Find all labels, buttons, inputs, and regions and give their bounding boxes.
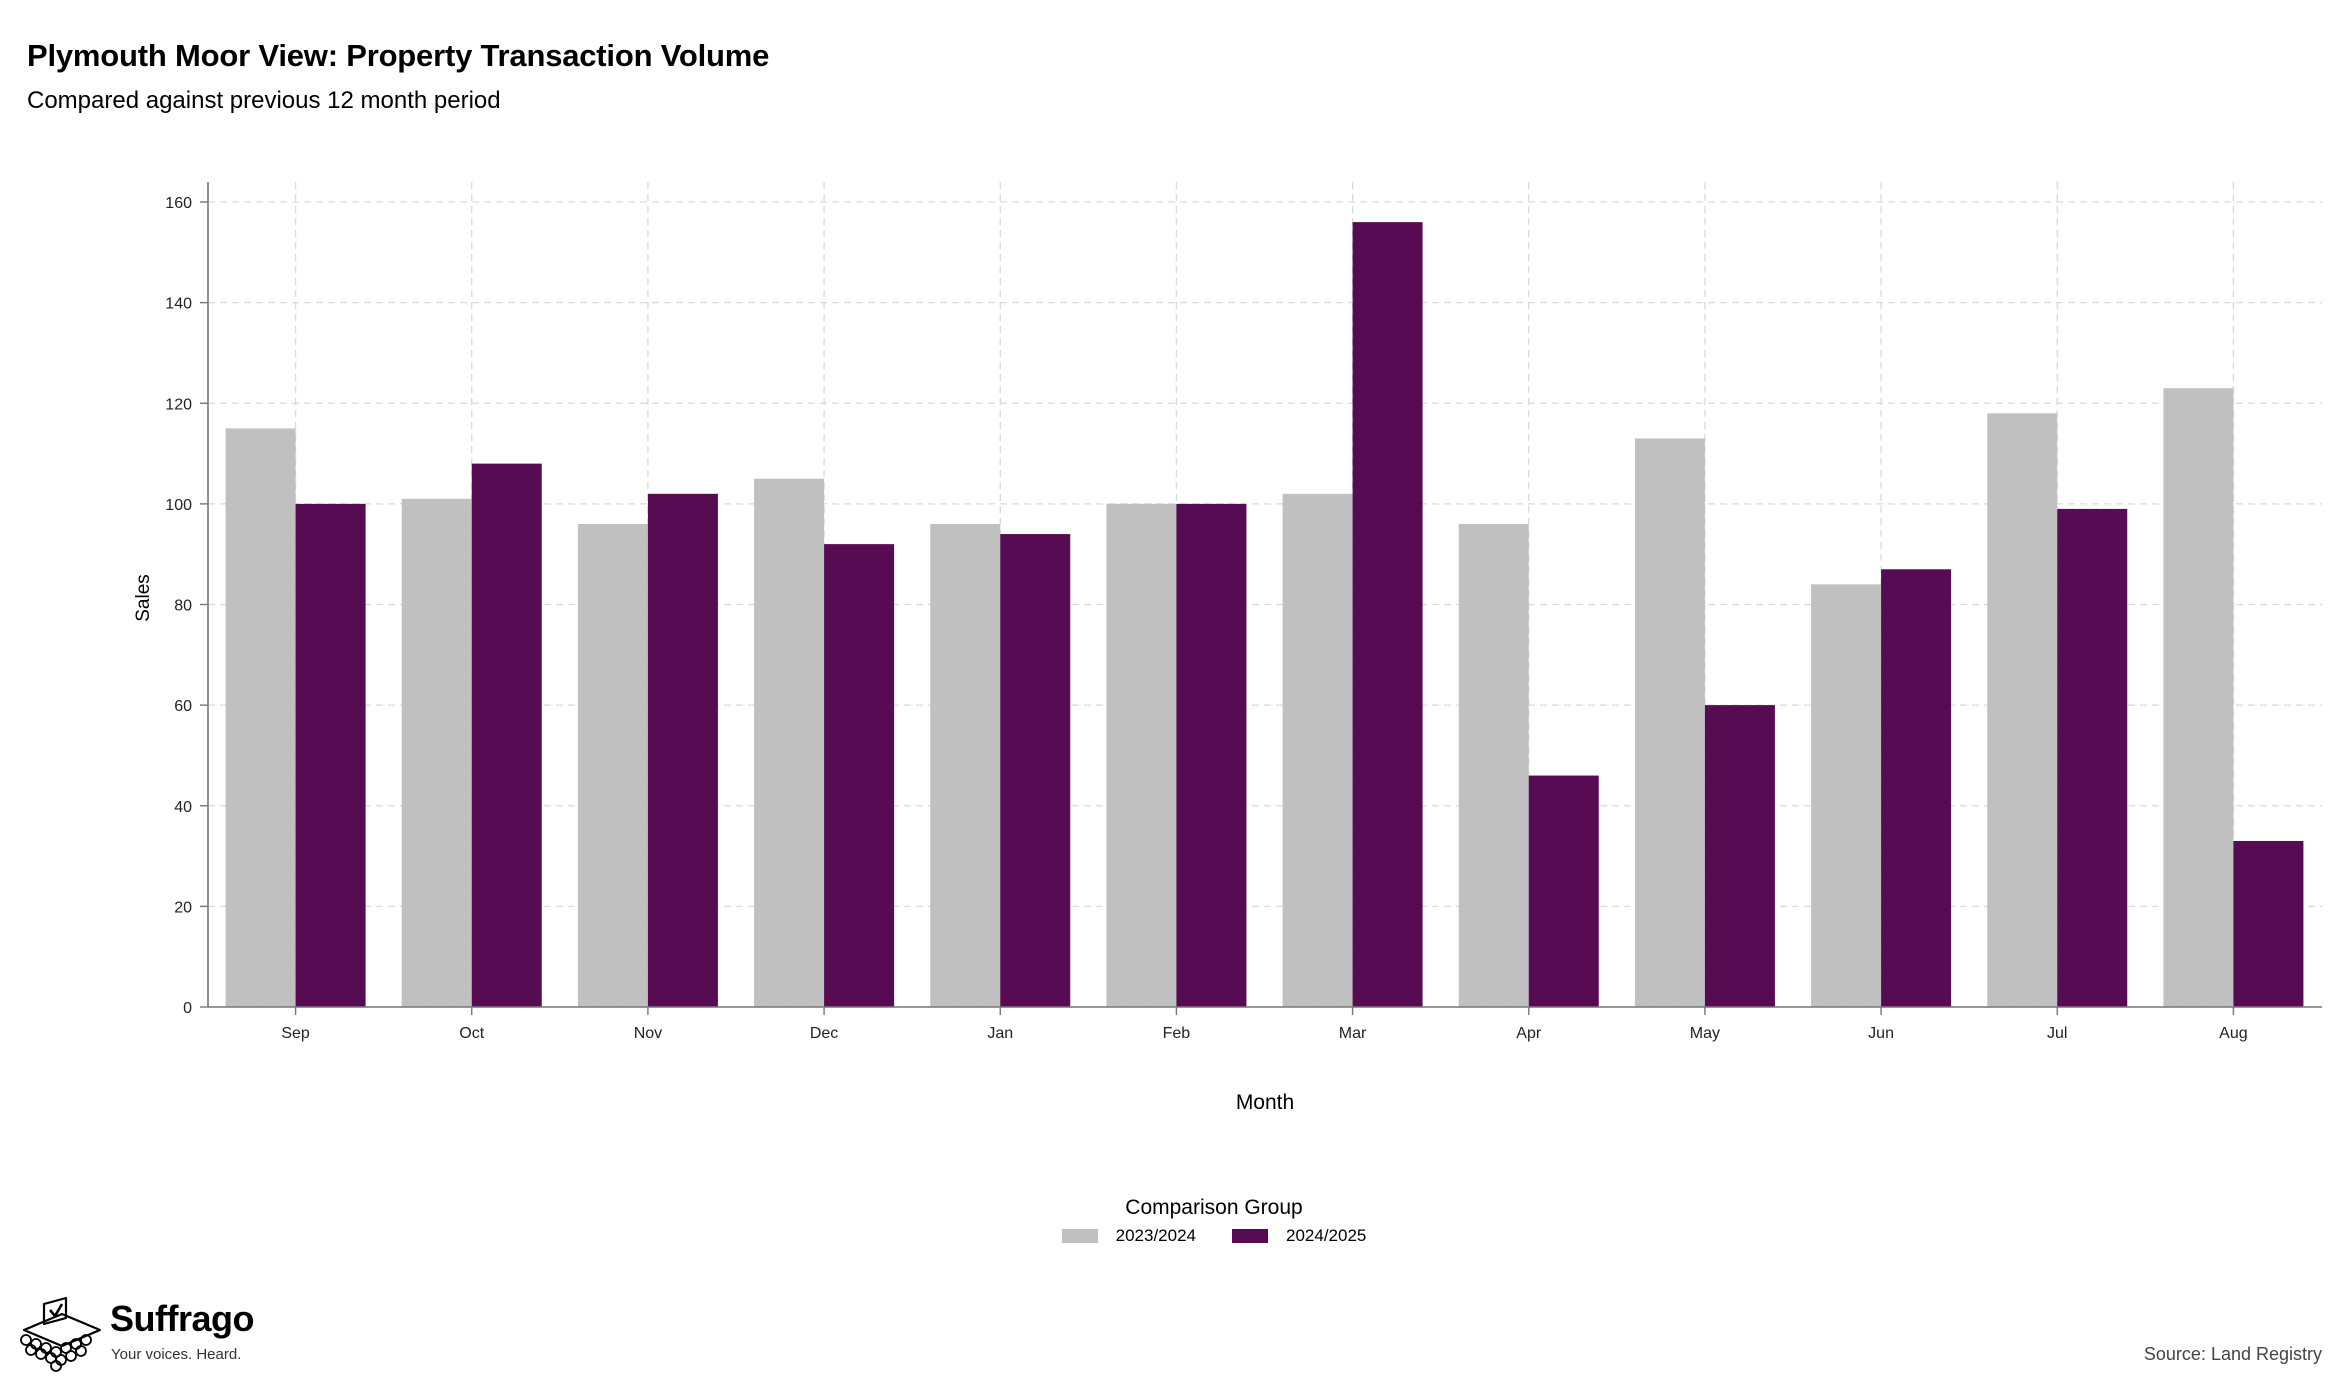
x-tick-label: Oct [459, 1025, 484, 1042]
x-tick-label: Aug [2219, 1025, 2247, 1042]
y-tick-label: 160 [165, 195, 192, 212]
x-tick-label: Feb [1163, 1025, 1191, 1042]
bars [225, 222, 2304, 1007]
legend-label: 2023/2024 [1115, 1226, 1196, 1245]
bar-2024-2025-mar [1352, 222, 1423, 1007]
y-tick-label: 60 [174, 698, 192, 715]
bar-2023-2024-nov [577, 524, 648, 1007]
bar-2024-2025-feb [1176, 503, 1247, 1007]
bar-2023-2024-sep [225, 428, 296, 1007]
source-note: Source: Land Registry [2143, 1344, 2322, 1364]
bar-2023-2024-feb [1106, 503, 1177, 1007]
y-tick-label: 140 [165, 296, 192, 313]
bar-2024-2025-jan [1000, 534, 1071, 1007]
x-tick-label: Sep [281, 1025, 310, 1042]
legend: Comparison Group 2023/2024 2024/2025 [0, 1196, 2334, 1246]
legend-item: 2023/2024 [1061, 1226, 1196, 1246]
bar-2024-2025-sep [295, 503, 366, 1007]
bar-2023-2024-oct [401, 498, 472, 1007]
legend-title: Comparison Group [1125, 1196, 1303, 1219]
brand-tagline: Your voices. Heard. [111, 1346, 242, 1363]
y-axis-title: Sales [133, 574, 154, 622]
bar-2024-2025-jun [1881, 569, 1952, 1007]
bar-2023-2024-apr [1458, 524, 1529, 1007]
y-tick-label: 120 [165, 396, 192, 413]
bar-2024-2025-nov [647, 493, 718, 1007]
legend-items: 2023/2024 2024/2025 [94, 1226, 2334, 1246]
bar-2024-2025-may [1704, 705, 1775, 1007]
x-tick-label: Jun [1868, 1025, 1894, 1042]
bar-2024-2025-oct [471, 463, 542, 1007]
y-tick-label: 100 [165, 497, 192, 514]
x-tick-label: Jan [987, 1025, 1013, 1042]
bar-2023-2024-jan [930, 524, 1001, 1007]
bar-2023-2024-may [1634, 438, 1705, 1007]
ballot-box-logo-icon [20, 1296, 102, 1372]
x-tick-label: Nov [634, 1025, 662, 1042]
y-tick-label: 20 [174, 899, 192, 916]
legend-label: 2024/2025 [1286, 1226, 1367, 1245]
x-axis-title: Month [1236, 1091, 1294, 1114]
bar-2024-2025-apr [1528, 775, 1599, 1007]
legend-swatch [1232, 1229, 1268, 1243]
bar-2023-2024-jun [1811, 584, 1882, 1007]
bar-2024-2025-aug [2233, 840, 2304, 1007]
chart-subtitle: Compared against previous 12 month perio… [27, 87, 501, 114]
x-tick-label: Dec [810, 1025, 838, 1042]
axis-labels: 0 20 40 60 80 100 120 140 160 Sep Oct Nov Dec Jan Feb M… [133, 195, 2248, 1114]
y-tick-label: 0 [183, 1000, 192, 1017]
brand-name: Suffrago [110, 1298, 255, 1339]
chart-title: Plymouth Moor View: Property Transaction… [27, 38, 770, 73]
bar-2023-2024-dec [754, 478, 825, 1007]
bar-2023-2024-jul [1987, 413, 2058, 1007]
axes [200, 182, 2322, 1015]
legend-item: 2024/2025 [1232, 1226, 1366, 1246]
bar-2023-2024-aug [2163, 388, 2234, 1007]
legend-swatch [1061, 1229, 1098, 1243]
bar-chart: 0 20 40 60 80 100 120 140 160 Sep Oct Nov Dec Jan Feb M… [133, 182, 2322, 1114]
x-tick-label: Jul [2047, 1025, 2067, 1042]
x-tick-label: Mar [1339, 1025, 1367, 1042]
bar-2024-2025-jul [2057, 508, 2128, 1007]
bar-2024-2025-dec [824, 544, 895, 1007]
y-tick-label: 40 [174, 799, 192, 816]
x-tick-label: May [1690, 1025, 1720, 1042]
x-tick-label: Apr [1516, 1025, 1542, 1042]
bar-2023-2024-mar [1282, 493, 1353, 1007]
y-tick-label: 80 [174, 598, 192, 615]
